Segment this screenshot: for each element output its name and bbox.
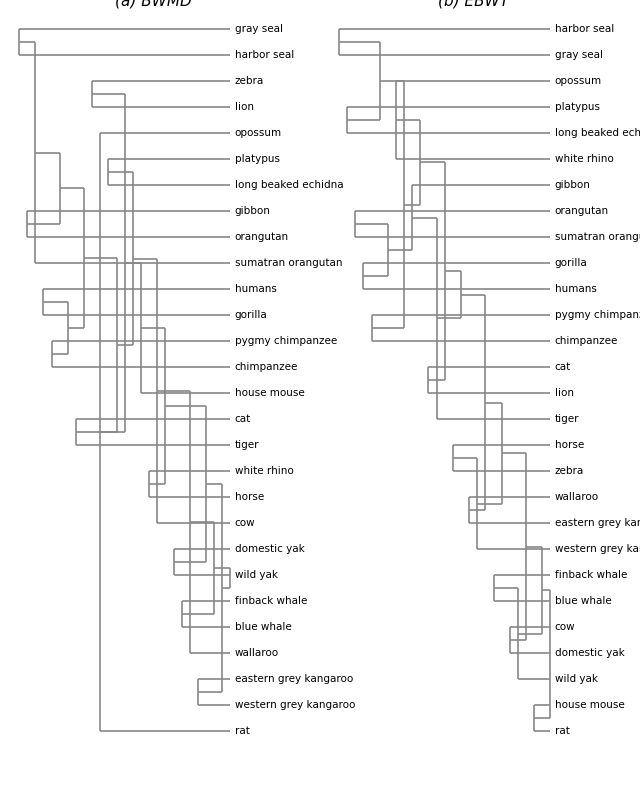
Text: finback whale: finback whale [555,570,627,580]
Text: house mouse: house mouse [555,701,625,710]
Text: platypus: platypus [555,102,600,112]
Text: gorilla: gorilla [235,310,268,320]
Text: blue whale: blue whale [235,622,292,633]
Text: chimpanzee: chimpanzee [555,337,618,346]
Text: sumatran orangutan: sumatran orangutan [235,258,342,269]
Text: pygmy chimpanzee: pygmy chimpanzee [235,337,337,346]
Text: cow: cow [555,622,575,633]
Text: opossum: opossum [235,128,282,138]
Text: white rhino: white rhino [235,466,294,477]
Text: domestic yak: domestic yak [555,648,625,659]
Text: gibbon: gibbon [555,180,591,190]
Text: gorilla: gorilla [555,258,588,269]
Text: harbor seal: harbor seal [555,24,614,34]
Text: cat: cat [235,414,251,424]
Text: horse: horse [235,492,264,502]
Text: orangutan: orangutan [235,232,289,242]
Text: western grey kangaroo: western grey kangaroo [555,544,640,554]
Text: wallaroo: wallaroo [235,648,279,659]
Text: wallaroo: wallaroo [555,492,599,502]
Text: gibbon: gibbon [235,206,271,216]
Text: long beaked echidna: long beaked echidna [235,180,344,190]
Text: cow: cow [235,519,255,528]
Text: rat: rat [555,726,570,736]
Text: blue whale: blue whale [555,596,612,606]
Title: (a) BWMD: (a) BWMD [115,0,192,8]
Text: white rhino: white rhino [555,155,614,164]
Text: opossum: opossum [555,76,602,87]
Title: (b) EBWT: (b) EBWT [438,0,509,8]
Text: orangutan: orangutan [555,206,609,216]
Text: wild yak: wild yak [555,674,598,684]
Text: humans: humans [555,284,596,294]
Text: humans: humans [235,284,276,294]
Text: wild yak: wild yak [235,570,278,580]
Text: finback whale: finback whale [235,596,307,606]
Text: house mouse: house mouse [235,388,305,398]
Text: lion: lion [555,388,574,398]
Text: western grey kangaroo: western grey kangaroo [235,701,355,710]
Text: zebra: zebra [235,76,264,87]
Text: lion: lion [235,102,254,112]
Text: platypus: platypus [235,155,280,164]
Text: zebra: zebra [555,466,584,477]
Text: horse: horse [555,440,584,451]
Text: chimpanzee: chimpanzee [235,362,298,372]
Text: eastern grey kangaroo: eastern grey kangaroo [555,519,640,528]
Text: sumatran orangutan: sumatran orangutan [555,232,640,242]
Text: long beaked echidna: long beaked echidna [555,128,640,138]
Text: gray seal: gray seal [235,24,283,34]
Text: cat: cat [555,362,571,372]
Text: eastern grey kangaroo: eastern grey kangaroo [235,674,353,684]
Text: tiger: tiger [555,414,579,424]
Text: gray seal: gray seal [555,50,603,60]
Text: tiger: tiger [235,440,259,451]
Text: rat: rat [235,726,250,736]
Text: domestic yak: domestic yak [235,544,305,554]
Text: harbor seal: harbor seal [235,50,294,60]
Text: pygmy chimpanzee: pygmy chimpanzee [555,310,640,320]
